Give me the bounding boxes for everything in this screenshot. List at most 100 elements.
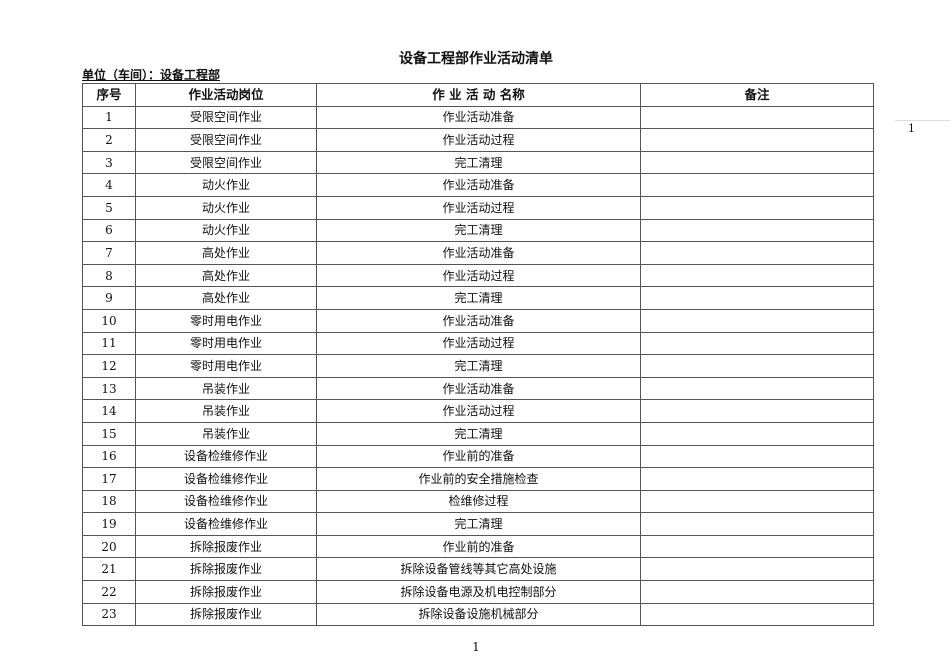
table-row: 15 吊装作业 完工清理 [82, 421, 874, 446]
cell-activity: 作业活动过程 [316, 399, 641, 423]
cell-post: 设备检维修作业 [135, 444, 317, 469]
cell-activity: 作业活动准备 [316, 376, 641, 401]
cell-activity: 作业前的安全措施检查 [316, 467, 641, 491]
cell-remarks [640, 241, 874, 265]
table-row: 1 受限空间作业 作业活动准备 [82, 105, 874, 130]
table-row: 3 受限空间作业 完工清理 [82, 150, 874, 175]
table-row: 10 零时用电作业 作业活动准备 [82, 308, 874, 333]
header-post: 作业活动岗位 [135, 83, 317, 107]
cell-index: 10 [82, 308, 136, 333]
table-row: 21 拆除报废作业 拆除设备管线等其它高处设施 [82, 557, 874, 582]
table-row: 2 受限空间作业 作业活动过程 [82, 128, 874, 152]
cell-activity: 完工清理 [316, 218, 641, 243]
table-header-row: 序号 作业活动岗位 作 业 活 动 名称 备注 [82, 83, 874, 107]
header-remarks: 备注 [640, 83, 874, 107]
cell-post: 零时用电作业 [135, 354, 317, 378]
cell-index: 17 [82, 467, 136, 491]
cell-index: 22 [82, 580, 136, 604]
cell-index: 1 [82, 105, 136, 130]
table-row: 23 拆除报废作业 拆除设备设施机械部分 [82, 602, 874, 627]
cell-post: 零时用电作业 [135, 308, 317, 333]
table-row: 20 拆除报废作业 作业前的准备 [82, 534, 874, 559]
cell-index: 2 [82, 128, 136, 152]
cell-post: 受限空间作业 [135, 128, 317, 152]
cell-activity: 拆除设备电源及机电控制部分 [316, 580, 641, 604]
cell-index: 18 [82, 489, 136, 514]
table-row: 18 设备检维修作业 检维修过程 [82, 489, 874, 514]
cell-post: 吊装作业 [135, 399, 317, 423]
cell-activity: 作业活动准备 [316, 308, 641, 333]
cell-index: 23 [82, 602, 136, 627]
cell-index: 13 [82, 376, 136, 401]
cell-activity: 完工清理 [316, 150, 641, 175]
cell-index: 5 [82, 195, 136, 220]
cell-post: 拆除报废作业 [135, 602, 317, 627]
activity-table: 序号 作业活动岗位 作 业 活 动 名称 备注 1 受限空间作业 作业活动准备 2 受限… [82, 83, 874, 627]
cell-post: 设备检维修作业 [135, 489, 317, 514]
cell-index: 15 [82, 421, 136, 446]
cell-remarks [640, 263, 874, 288]
table-row: 4 动火作业 作业活动准备 [82, 173, 874, 197]
cell-post: 吊装作业 [135, 421, 317, 446]
document-title: 设备工程部作业活动清单 [399, 51, 553, 67]
cell-index: 8 [82, 263, 136, 288]
table-row: 9 高处作业 完工清理 [82, 286, 874, 310]
cell-activity: 作业活动准备 [316, 105, 641, 130]
cell-remarks [640, 534, 874, 559]
table-row: 5 动火作业 作业活动过程 [82, 195, 874, 220]
cell-remarks [640, 444, 874, 469]
cell-index: 3 [82, 150, 136, 175]
cell-remarks [640, 173, 874, 197]
cell-index: 19 [82, 512, 136, 536]
table-row: 17 设备检维修作业 作业前的安全措施检查 [82, 467, 874, 491]
cell-activity: 作业活动过程 [316, 331, 641, 356]
cell-index: 20 [82, 534, 136, 559]
cell-activity: 完工清理 [316, 354, 641, 378]
cell-remarks [640, 354, 874, 378]
cell-post: 设备检维修作业 [135, 512, 317, 536]
cell-activity: 检维修过程 [316, 489, 641, 514]
cell-activity: 作业前的准备 [316, 444, 641, 469]
cell-post: 高处作业 [135, 241, 317, 265]
cell-post: 受限空间作业 [135, 105, 317, 130]
cell-activity: 拆除设备设施机械部分 [316, 602, 641, 627]
table-row: 11 零时用电作业 作业活动过程 [82, 331, 874, 356]
table-row: 16 设备检维修作业 作业前的准备 [82, 444, 874, 469]
cell-post: 拆除报废作业 [135, 534, 317, 559]
table-row: 12 零时用电作业 完工清理 [82, 354, 874, 378]
cell-remarks [640, 331, 874, 356]
cell-remarks [640, 580, 874, 604]
cell-activity: 拆除设备管线等其它高处设施 [316, 557, 641, 582]
side-page-number: 1 [908, 122, 915, 135]
table-row: 8 高处作业 作业活动过程 [82, 263, 874, 288]
cell-activity: 作业活动过程 [316, 263, 641, 288]
cell-activity: 完工清理 [316, 286, 641, 310]
cell-remarks [640, 105, 874, 130]
cell-remarks [640, 557, 874, 582]
cell-remarks [640, 376, 874, 401]
cell-activity: 作业活动准备 [316, 241, 641, 265]
cell-post: 动火作业 [135, 218, 317, 243]
cell-index: 21 [82, 557, 136, 582]
cell-activity: 作业前的准备 [316, 534, 641, 559]
side-divider [895, 120, 950, 121]
cell-remarks [640, 467, 874, 491]
cell-remarks [640, 308, 874, 333]
cell-remarks [640, 399, 874, 423]
cell-activity: 完工清理 [316, 421, 641, 446]
cell-remarks [640, 286, 874, 310]
cell-remarks [640, 602, 874, 627]
header-index: 序号 [82, 83, 136, 107]
cell-index: 7 [82, 241, 136, 265]
cell-activity: 作业活动过程 [316, 195, 641, 220]
table-row: 13 吊装作业 作业活动准备 [82, 376, 874, 401]
cell-post: 吊装作业 [135, 376, 317, 401]
cell-activity: 作业活动准备 [316, 173, 641, 197]
unit-label: 单位（车间）：设备工程部 [82, 68, 221, 82]
table-row: 14 吊装作业 作业活动过程 [82, 399, 874, 423]
table-row: 6 动火作业 完工清理 [82, 218, 874, 243]
cell-index: 16 [82, 444, 136, 469]
cell-remarks [640, 421, 874, 446]
page-number: 1 [472, 640, 480, 654]
cell-remarks [640, 150, 874, 175]
